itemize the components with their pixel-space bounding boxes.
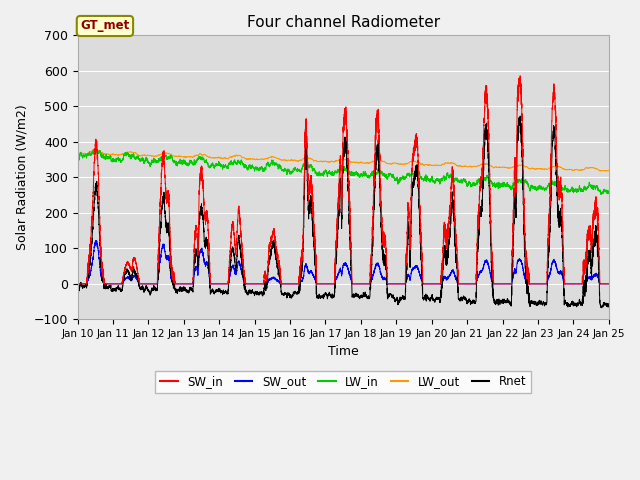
Line: SW_in: SW_in: [77, 76, 609, 284]
SW_out: [477, 268, 484, 274]
SW_out: [576, 281, 584, 287]
LW_in: [93, 146, 100, 152]
LW_out: [582, 165, 590, 170]
Line: LW_in: LW_in: [77, 149, 609, 194]
SW_out: [325, 281, 333, 287]
Rnet: [325, 290, 333, 296]
Rnet: [74, 285, 81, 291]
SW_in: [462, 281, 470, 287]
SW_in: [74, 281, 81, 287]
Rnet: [516, 113, 524, 119]
Line: SW_out: SW_out: [77, 240, 609, 284]
SW_in: [576, 281, 584, 287]
LW_out: [605, 168, 612, 173]
LW_in: [582, 187, 590, 193]
LW_out: [576, 167, 584, 173]
Rnet: [598, 305, 605, 311]
LW_out: [325, 159, 333, 165]
LW_out: [604, 168, 612, 174]
SW_in: [582, 249, 590, 254]
SW_out: [462, 281, 470, 287]
LW_out: [254, 156, 262, 162]
Y-axis label: Solar Radiation (W/m2): Solar Radiation (W/m2): [15, 105, 28, 250]
Line: Rnet: Rnet: [77, 116, 609, 308]
Rnet: [582, 275, 590, 280]
SW_in: [605, 281, 612, 287]
SW_out: [92, 238, 100, 243]
LW_in: [462, 178, 470, 184]
SW_in: [254, 281, 262, 287]
LW_in: [605, 191, 612, 196]
SW_in: [477, 178, 484, 183]
Rnet: [462, 297, 470, 302]
SW_out: [74, 281, 81, 287]
SW_out: [254, 281, 262, 287]
Legend: SW_in, SW_out, LW_in, LW_out, Rnet: SW_in, SW_out, LW_in, LW_out, Rnet: [155, 371, 531, 393]
SW_out: [605, 281, 612, 287]
SW_in: [325, 281, 333, 287]
LW_in: [576, 186, 584, 192]
LW_out: [74, 151, 81, 157]
LW_out: [462, 164, 470, 169]
Rnet: [477, 207, 484, 213]
LW_in: [325, 168, 333, 174]
Title: Four channel Radiometer: Four channel Radiometer: [246, 15, 440, 30]
LW_out: [477, 162, 484, 168]
Rnet: [605, 304, 612, 310]
LW_in: [598, 192, 605, 197]
Text: GT_met: GT_met: [80, 20, 129, 33]
SW_in: [516, 73, 524, 79]
Line: LW_out: LW_out: [77, 150, 609, 171]
Rnet: [254, 291, 262, 297]
LW_out: [89, 147, 97, 153]
X-axis label: Time: Time: [328, 345, 358, 358]
LW_in: [74, 155, 81, 161]
LW_in: [477, 180, 484, 185]
Rnet: [576, 300, 584, 306]
SW_out: [582, 277, 590, 283]
LW_in: [254, 166, 262, 172]
